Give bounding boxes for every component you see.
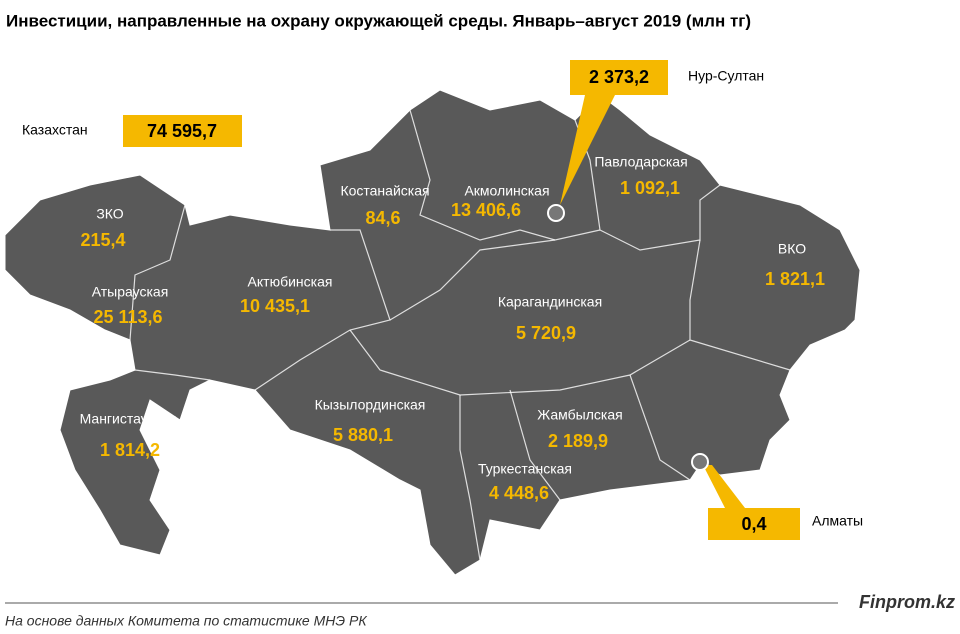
region-value: 1 821,1	[765, 269, 825, 289]
region-name: Карагандинская	[498, 294, 602, 310]
city-box	[708, 508, 800, 540]
total-value: 74 595,7	[147, 121, 217, 141]
title: Инвестиции, направленные на охрану окруж…	[6, 11, 751, 30]
city-marker	[691, 453, 709, 471]
region-value: 4 448,6	[489, 483, 549, 503]
source-note: На основе данных Комитета по статистике …	[5, 613, 367, 629]
city-value: 2 373,2	[589, 67, 649, 87]
region-value: 215,4	[80, 230, 125, 250]
region-name: Костанайская	[340, 183, 429, 199]
city-name: Нур-Султан	[688, 68, 764, 84]
callout-pointer	[560, 95, 615, 205]
region-name: Туркестанская	[478, 461, 572, 477]
city-name: Алматы	[812, 513, 863, 529]
region-name: Кызылординская	[315, 397, 426, 413]
region-value: 5 880,1	[333, 425, 393, 445]
region-name: Мангистауская	[80, 411, 177, 427]
region-name: Акмолинская	[464, 183, 549, 199]
total-name: Казахстан	[22, 122, 88, 138]
city-marker	[547, 204, 565, 222]
region-value: 1 814,2	[100, 440, 160, 460]
region-name: Жамбылская	[537, 407, 622, 423]
region-value: 13 406,6	[451, 200, 521, 220]
region-name: Павлодарская	[594, 154, 687, 170]
region-name: Атырауская	[92, 284, 169, 300]
callout-pointer	[703, 465, 745, 508]
region-name: ВКО	[778, 241, 806, 257]
region-name: ЗКО	[96, 206, 123, 222]
region-value: 1 092,1	[620, 178, 680, 198]
region-value: 2 189,9	[548, 431, 608, 451]
region-value: 10 435,1	[240, 296, 310, 316]
city-value: 0,4	[741, 514, 766, 534]
region-borders	[129, 109, 791, 561]
region-name: Актюбинская	[248, 274, 333, 290]
brand: Finprom.kz	[859, 592, 955, 612]
city-box	[570, 60, 668, 95]
region-value: 5 720,9	[516, 323, 576, 343]
total-box	[123, 115, 242, 147]
region-value: 25 113,6	[93, 307, 162, 327]
region-value: 84,6	[365, 208, 400, 228]
